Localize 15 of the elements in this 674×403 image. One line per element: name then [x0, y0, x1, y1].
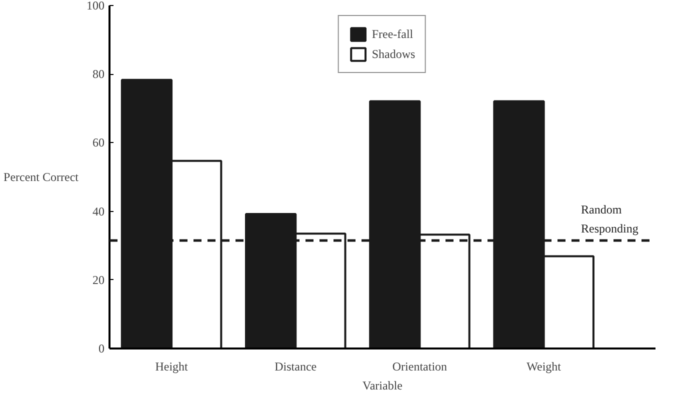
y-tick-label: 40	[92, 204, 104, 218]
y-tick-label: 60	[92, 136, 104, 150]
legend-label: Shadows	[372, 46, 416, 62]
y-axis-title: Percent Correct	[4, 170, 80, 184]
x-tick-label: Height	[155, 360, 189, 374]
y-tick-label: 20	[92, 272, 104, 287]
y-tick-label: 0	[98, 342, 104, 356]
x-tick-label: Distance	[274, 360, 317, 374]
legend-label: Free-fall	[372, 26, 414, 42]
x-tick-label: Weight	[526, 360, 562, 374]
x-axis-title: Variable	[362, 378, 402, 392]
ref-line-label: Random Responding	[581, 202, 638, 236]
x-tick-label: Orientation	[392, 360, 448, 374]
y-tick-label: 80	[92, 67, 104, 82]
y-tick-label: 100	[86, 0, 104, 12]
